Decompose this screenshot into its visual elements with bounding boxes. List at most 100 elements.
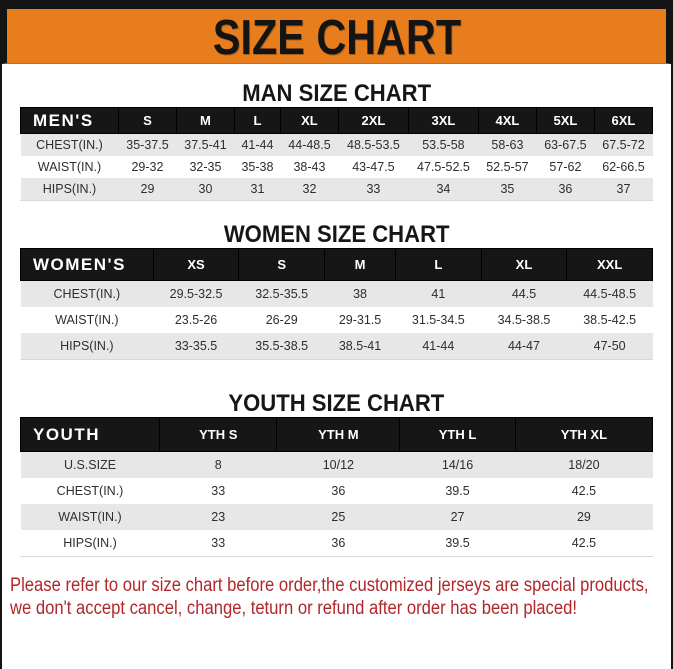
table-row-hips: HIPS(IN.) 33 36 39.5 42.5 <box>20 530 653 556</box>
size-header-cell: 6XL <box>593 107 654 134</box>
measurement-cell: 10/12 <box>276 451 400 478</box>
measurement-cell: 47-50 <box>566 333 653 359</box>
size-header-cell: 2XL <box>337 107 409 134</box>
size-header-cell: M <box>175 107 235 134</box>
measurement-cell: 32.5-35.5 <box>238 280 325 307</box>
measurement-cell: 36 <box>276 478 400 504</box>
measurement-cell: 36 <box>536 178 595 200</box>
size-header-cell: XL <box>480 248 568 281</box>
measurement-cell: 43-47.5 <box>338 156 409 178</box>
measurement-cell: 29 <box>515 504 653 530</box>
measurement-cell: 38 <box>324 280 396 307</box>
row-label: U.S.SIZE <box>20 451 160 478</box>
measurement-cell: 58-63 <box>478 133 537 156</box>
table-row-us-size: U.S.SIZE 8 10/12 14/16 18/20 <box>20 451 653 478</box>
man-section-heading: MAN SIZE CHART <box>242 80 431 107</box>
youth-section-heading: YOUTH SIZE CHART <box>228 390 445 417</box>
row-label: HIPS(IN.) <box>20 178 119 200</box>
measurement-cell: 26-29 <box>238 307 325 333</box>
measurement-cell: 35-37.5 <box>118 133 177 156</box>
measurement-cell: 41-44 <box>234 133 281 156</box>
measurement-cell: 44-47 <box>481 333 567 359</box>
row-label: WAIST(IN.) <box>20 156 119 178</box>
measurement-cell: 63-67.5 <box>536 133 595 156</box>
size-header-cell: 5XL <box>535 107 595 134</box>
size-header-cell: XS <box>152 248 240 281</box>
row-label: WAIST(IN.) <box>20 307 154 333</box>
row-label: HIPS(IN.) <box>20 333 154 359</box>
measurement-cell: 8 <box>159 451 277 478</box>
youth-size-table: YOUTH YTH S YTH M YTH L YTH XL U.S.SIZE … <box>19 417 654 556</box>
measurement-cell: 41 <box>395 280 482 307</box>
measurement-cell: 32-35 <box>176 156 235 178</box>
measurement-cell: 37 <box>594 178 653 200</box>
size-header-cell: S <box>117 107 177 134</box>
measurement-cell: 18/20 <box>515 451 653 478</box>
measurement-cell: 23.5-26 <box>153 307 239 333</box>
size-header-cell: XL <box>279 107 339 134</box>
measurement-cell: 33 <box>338 178 409 200</box>
measurement-cell: 34.5-38.5 <box>481 307 567 333</box>
measurement-cell: 36 <box>276 530 400 556</box>
measurement-cell: 35 <box>478 178 537 200</box>
size-header-cell: L <box>395 248 482 281</box>
measurement-cell: 23 <box>159 504 277 530</box>
measurement-cell: 30 <box>176 178 235 200</box>
size-header-cell: YTH S <box>159 417 278 452</box>
measurement-cell: 35.5-38.5 <box>238 333 325 359</box>
measurement-cell: 31.5-34.5 <box>395 307 482 333</box>
measurement-cell: 25 <box>276 504 400 530</box>
measurement-cell: 29-32 <box>118 156 177 178</box>
measurement-cell: 39.5 <box>399 530 516 556</box>
size-header-cell: YTH L <box>399 417 516 452</box>
measurement-cell: 34 <box>408 178 479 200</box>
size-header-cell: S <box>238 248 326 281</box>
table-row-waist: WAIST(IN.) 23 25 27 29 <box>20 504 653 530</box>
table-row-chest: CHEST(IN.) 35-37.5 37.5-41 41-44 44-48.5… <box>20 133 653 156</box>
measurement-cell: 67.5-72 <box>594 133 653 156</box>
measurement-cell: 57-62 <box>536 156 595 178</box>
measurement-cell: 37.5-41 <box>176 133 235 156</box>
women-table-title: WOMEN'S <box>20 248 154 281</box>
youth-table-title: YOUTH <box>19 417 161 452</box>
measurement-cell: 44-48.5 <box>280 133 339 156</box>
measurement-cell: 53.5-58 <box>408 133 479 156</box>
table-row-chest: CHEST(IN.) 33 36 39.5 42.5 <box>20 478 653 504</box>
measurement-cell: 62-66.5 <box>594 156 653 178</box>
measurement-cell: 29-31.5 <box>324 307 396 333</box>
measurement-cell: 27 <box>399 504 516 530</box>
measurement-cell: 52.5-57 <box>478 156 537 178</box>
measurement-cell: 14/16 <box>399 451 516 478</box>
page-title: SIZE CHART <box>212 8 461 64</box>
man-table-title: MEN'S <box>20 107 119 134</box>
table-row-chest: CHEST(IN.) 29.5-32.5 32.5-35.5 38 41 44.… <box>20 280 653 307</box>
row-label: CHEST(IN.) <box>20 280 154 307</box>
disclaimer-line-1: Please refer to our size chart before or… <box>10 575 649 596</box>
row-label: CHEST(IN.) <box>20 133 119 156</box>
size-header-cell: L <box>233 107 281 134</box>
size-header-cell: YTH M <box>276 417 401 452</box>
measurement-cell: 42.5 <box>515 530 653 556</box>
measurement-cell: 32 <box>280 178 339 200</box>
measurement-cell: 29 <box>118 178 177 200</box>
size-header-cell: XXL <box>566 248 653 281</box>
measurement-cell: 31 <box>234 178 281 200</box>
measurement-cell: 48.5-53.5 <box>338 133 409 156</box>
measurement-cell: 44.5-48.5 <box>566 280 653 307</box>
man-size-table: MEN'S S M L XL 2XL 3XL 4XL 5XL 6XL CHEST… <box>20 107 654 200</box>
women-size-table: WOMEN'S XS S M L XL XXL CHEST(IN.) 29.5-… <box>20 248 653 359</box>
measurement-cell: 35-38 <box>234 156 281 178</box>
measurement-cell: 33 <box>159 530 277 556</box>
size-header-cell: YTH XL <box>514 417 654 452</box>
measurement-cell: 44.5 <box>481 280 567 307</box>
title-banner: SIZE CHART <box>2 9 671 64</box>
measurement-cell: 38.5-41 <box>324 333 396 359</box>
size-header-cell: M <box>324 248 396 281</box>
measurement-cell: 41-44 <box>395 333 482 359</box>
row-label: HIPS(IN.) <box>20 530 160 556</box>
row-label: WAIST(IN.) <box>20 504 160 530</box>
table-row-hips: HIPS(IN.) 29 30 31 32 33 34 35 36 37 <box>20 178 653 200</box>
man-table-header-row: MEN'S S M L XL 2XL 3XL 4XL 5XL 6XL <box>20 107 654 134</box>
table-row-waist: WAIST(IN.) 23.5-26 26-29 29-31.5 31.5-34… <box>20 307 653 333</box>
